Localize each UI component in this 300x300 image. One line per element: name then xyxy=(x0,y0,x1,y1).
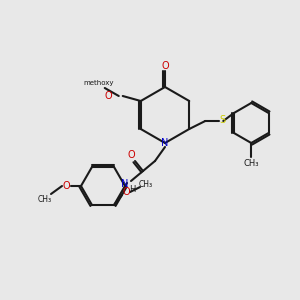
Text: O: O xyxy=(105,91,112,101)
Text: N: N xyxy=(161,138,169,148)
Text: O: O xyxy=(122,187,130,197)
Text: N: N xyxy=(121,179,129,189)
Text: CH₃: CH₃ xyxy=(244,158,259,167)
Text: O: O xyxy=(127,150,135,160)
Text: CH₃: CH₃ xyxy=(139,180,153,189)
Text: O: O xyxy=(62,181,70,191)
Text: O: O xyxy=(161,61,169,71)
Text: S: S xyxy=(219,115,225,125)
Text: CH₃: CH₃ xyxy=(38,194,52,203)
Text: methoxy: methoxy xyxy=(83,80,114,86)
Text: H: H xyxy=(129,184,135,194)
